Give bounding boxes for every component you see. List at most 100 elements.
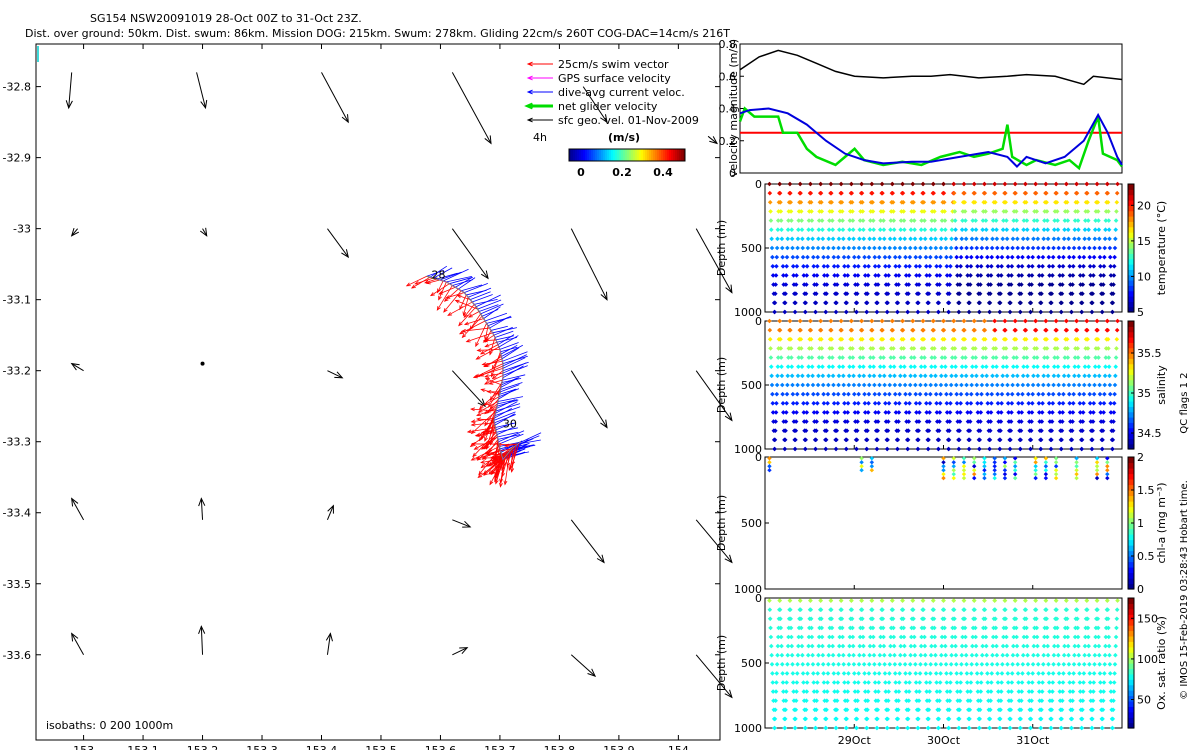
temperature-sample [886,263,892,269]
salinity-sample [820,364,825,370]
temperature-sample [1008,291,1014,297]
salinity-sample [811,391,816,397]
temperature-sample [818,190,824,196]
dive-avg-current-vector [461,284,483,292]
oxygen-sample [794,671,800,676]
oxygen-sample [927,689,932,694]
oxygen-sample [971,598,977,603]
oxygen-sample [775,643,781,649]
chl-sample [1012,468,1018,473]
temperature-sample [1076,245,1082,251]
temperature-sample [845,263,851,269]
salinity-sample [1025,382,1031,388]
salinity-sample [989,382,995,388]
temperature-sample [1030,254,1036,260]
temperature-sample [779,236,785,242]
colorbar-tick-label: 150 [1137,612,1158,625]
temperature-sample [1111,282,1116,287]
time-tick-label: 30Oct [927,734,961,747]
salinity-sample [1106,355,1112,360]
temperature-sample [963,236,969,242]
salinity-sample [1061,382,1067,388]
oxygen-sample [871,652,877,658]
temperature-sample [787,181,793,187]
temperature-sample [825,254,831,260]
salinity-sample [923,382,928,388]
temperature-sample [1076,236,1082,242]
temperature-sample [1046,254,1052,260]
salinity-sample [969,382,974,388]
oxygen-sample [1096,652,1102,658]
salinity-sample [936,428,942,434]
temperature-sample [1047,273,1052,278]
salinity-sample [1113,373,1118,379]
temperature-sample [1072,218,1078,223]
chl-sample [859,460,864,465]
temperature-sample [833,309,839,315]
salinity-sample [1081,400,1086,406]
oxygen-sample [1066,671,1072,676]
depth-tick-label: 500 [741,242,762,255]
salinity-sample [902,373,908,379]
salinity-sample [903,391,908,397]
salinity-sample [788,327,793,333]
salinity-sample [878,355,883,360]
salinity-sample [921,336,927,342]
temperature-sample [1048,309,1054,315]
salinity-sample [898,364,904,370]
temperature-sample [958,263,963,269]
salinity-sample [1053,318,1059,324]
salinity-sample [920,318,926,324]
temperature-sample [836,245,841,251]
salinity-sample [1075,346,1080,351]
temperature-sample [1101,273,1106,278]
temperature-sample [1107,245,1113,251]
salinity-sample [861,373,867,379]
oxygen-sample [961,598,967,603]
swim-vector [508,445,517,471]
colorbar-cell [573,149,576,161]
oxygen-sample [1106,643,1112,649]
oxygen-sample [1023,607,1029,612]
salinity-sample [1107,373,1112,379]
oxygen-sample [901,625,906,631]
oxygen-sample [859,607,865,612]
salinity-sample [1098,400,1103,406]
swim-vector [484,396,500,406]
temperature-sample [839,199,845,205]
oxygen-sample [1034,625,1040,631]
temperature-sample [781,273,786,278]
oxygen-sample [819,625,825,631]
salinity-sample [1039,419,1045,424]
swim-vector-head [414,280,420,285]
temperature-sample [846,236,852,242]
temperature-sample [1064,190,1070,196]
oxygen-sample [911,625,917,631]
temperature-sample [862,254,867,260]
temperature-sample [968,254,974,260]
salinity-sample [923,391,929,397]
salinity-sample [1111,410,1117,415]
salinity-sample [941,336,947,342]
salinity-sample [915,437,921,443]
velocity-ylabel: velocity magnitude (m/s) [727,39,740,177]
oxygen-sample [824,698,830,703]
oxygen-sample [1019,698,1024,703]
temperature-sample [1082,227,1088,233]
temperature-sample [998,291,1003,297]
chl-sample [1043,464,1049,469]
temperature-sample [1036,254,1041,260]
temperature-sample [978,273,984,278]
colorbar-cell [647,149,650,161]
oxygen-sample [1010,662,1015,667]
oxygen-sample [860,616,865,622]
salinity-sample [770,400,776,406]
oxygen-sample [952,625,958,631]
salinity-sample [1008,437,1013,443]
oxygen-sample [1070,689,1076,694]
oxygen-sample [917,671,923,676]
temperature-sample [1091,273,1096,278]
temperature-sample [854,291,860,297]
temperature-sample [983,227,989,233]
